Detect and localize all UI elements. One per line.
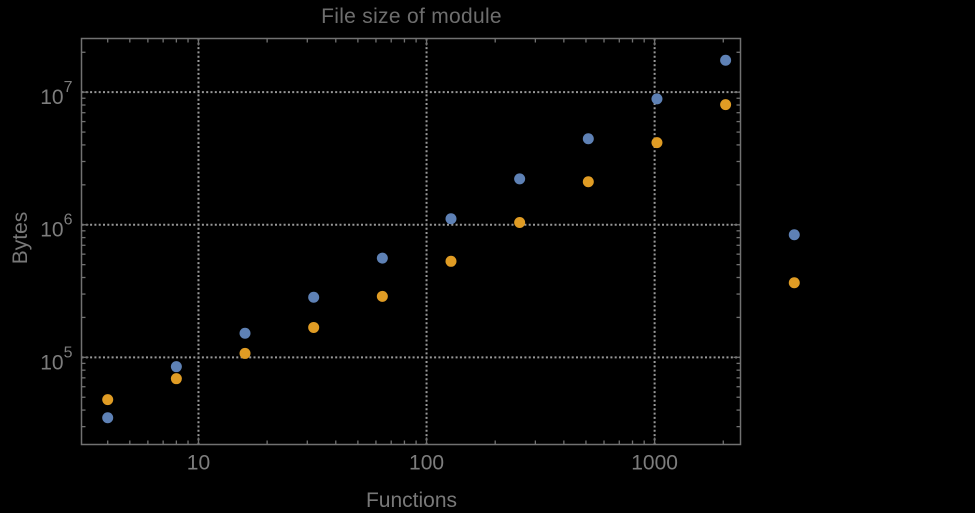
data-point bbox=[170, 373, 182, 385]
data-point bbox=[376, 290, 388, 302]
data-point bbox=[445, 213, 457, 225]
data-point bbox=[376, 252, 388, 264]
data-point bbox=[102, 394, 114, 406]
x-tick-label: 100 bbox=[409, 452, 444, 475]
x-axis-label: Functions bbox=[365, 489, 458, 512]
x-tick-label: 10 bbox=[187, 452, 210, 475]
chart-title: File size of module bbox=[321, 5, 502, 28]
data-point bbox=[102, 412, 114, 424]
y-tick-label: 107 bbox=[40, 79, 72, 109]
x-tick-label: 1000 bbox=[631, 452, 678, 475]
series-blue bbox=[102, 54, 800, 424]
data-point bbox=[170, 361, 182, 373]
data-point bbox=[651, 93, 663, 105]
data-point bbox=[308, 291, 320, 303]
data-point bbox=[514, 173, 526, 185]
data-point bbox=[445, 255, 457, 267]
x-tick-labels: 10 100 1000 bbox=[187, 452, 678, 475]
axis-ticks bbox=[81, 38, 741, 445]
data-point bbox=[788, 277, 800, 289]
data-point bbox=[651, 137, 663, 149]
plot-frame bbox=[80, 37, 742, 446]
gridlines bbox=[81, 38, 741, 445]
data-point bbox=[788, 229, 800, 241]
data-point bbox=[239, 347, 251, 359]
data-point bbox=[582, 176, 594, 188]
y-tick-labels: 105 106 107 bbox=[40, 79, 72, 374]
series-orange bbox=[102, 99, 800, 406]
y-axis-label: Bytes bbox=[9, 211, 32, 265]
data-point bbox=[720, 99, 732, 111]
y-tick-label: 106 bbox=[40, 212, 72, 242]
y-tick-label: 105 bbox=[40, 344, 72, 374]
data-point bbox=[720, 54, 732, 66]
data-point bbox=[514, 216, 526, 228]
data-point bbox=[239, 327, 251, 339]
data-point bbox=[582, 133, 594, 145]
data-point bbox=[308, 321, 320, 333]
